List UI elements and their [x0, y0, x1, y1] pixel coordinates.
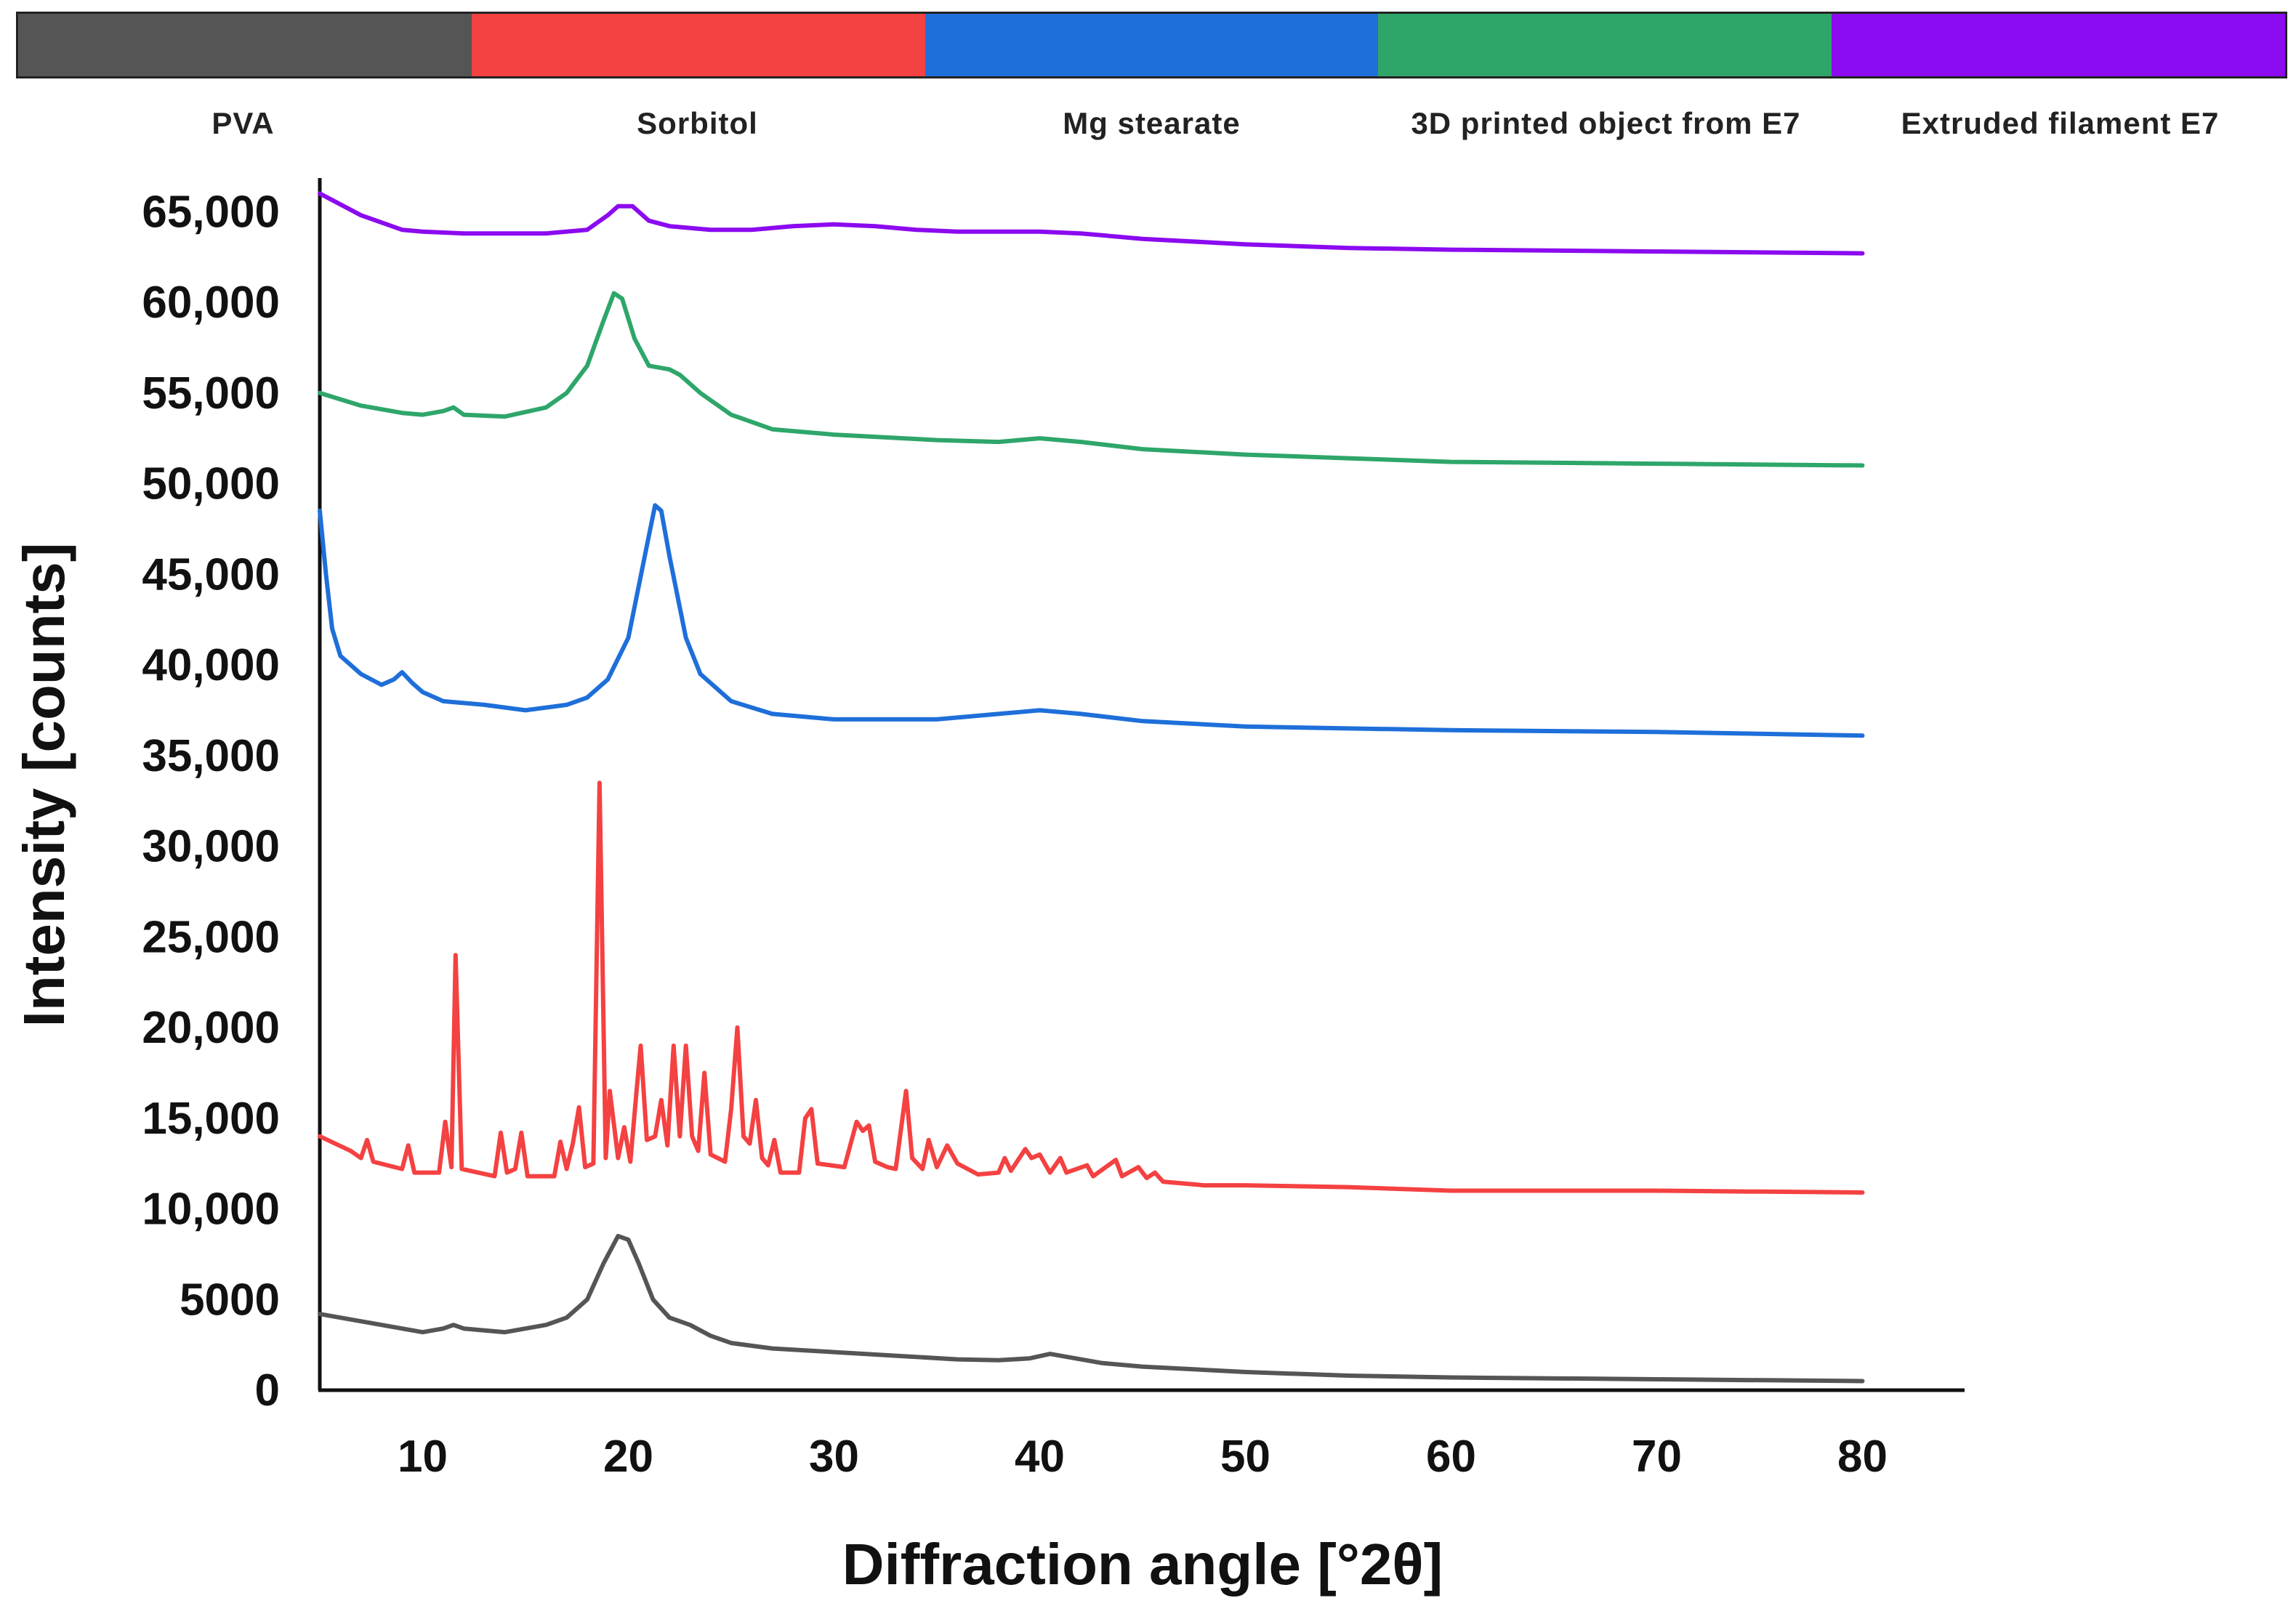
- y-tick-label: 35,000: [142, 731, 280, 781]
- series-line-sorbitol: [318, 780, 1865, 1195]
- x-tick-label: 30: [809, 1432, 859, 1482]
- legend-swatch: [925, 14, 1379, 76]
- y-tick-label: 25,000: [142, 912, 280, 962]
- legend-swatch: [18, 14, 472, 76]
- y-tick-label: 20,000: [142, 1003, 280, 1053]
- x-tick-label: 60: [1426, 1432, 1476, 1482]
- legend-swatch: [471, 14, 925, 76]
- series-line-3d-printed-object-from-e7: [318, 291, 1865, 468]
- y-tick-label: 45,000: [142, 549, 280, 600]
- x-tick-label: 40: [1015, 1432, 1065, 1482]
- x-tick-label: 70: [1632, 1432, 1682, 1482]
- x-axis-title: Diffraction angle [°2θ]: [842, 1532, 1443, 1597]
- series-line-extruded-filament-e7: [318, 191, 1865, 256]
- y-tick-label: 0: [255, 1365, 280, 1416]
- legend-color-bar: [16, 12, 2287, 78]
- x-tick-label: 20: [603, 1432, 653, 1482]
- legend-label: PVA: [212, 106, 275, 140]
- y-tick-label: 50,000: [142, 459, 280, 509]
- legend-swatch: [1378, 14, 1832, 76]
- x-tick-labels: 10 20 30 40 50 60 70 80: [398, 1432, 1888, 1482]
- legend-labels: PVA Sorbitol Mg stearate 3D printed object …: [16, 106, 2287, 141]
- y-axis-title: Intensity [counts]: [12, 543, 76, 1028]
- y-tick-label: 65,000: [142, 187, 280, 237]
- series-line-pva: [318, 1233, 1865, 1384]
- series-line-mg-stearate: [318, 503, 1865, 738]
- y-tick-labels: 0 5000 10,000 15,000 20,000 25,000 30,000 35,00…: [142, 187, 280, 1416]
- legend-label: Extruded filament E7: [1901, 106, 2220, 140]
- y-tick-label: 15,000: [142, 1094, 280, 1144]
- legend-label: Sorbitol: [637, 106, 758, 140]
- series-lines: [318, 191, 1865, 1384]
- axes: [318, 178, 1965, 1392]
- y-tick-label: 5000: [180, 1275, 280, 1325]
- y-tick-label: 10,000: [142, 1185, 280, 1235]
- legend-label: 3D printed object from E7: [1411, 106, 1801, 140]
- x-tick-label: 80: [1837, 1432, 1888, 1482]
- y-tick-label: 55,000: [142, 368, 280, 419]
- x-tick-label: 50: [1220, 1432, 1270, 1482]
- y-tick-label: 40,000: [142, 640, 280, 690]
- legend-swatch: [1832, 14, 2285, 76]
- y-tick-label: 60,000: [142, 278, 280, 328]
- legend-label: Mg stearate: [1063, 106, 1241, 140]
- x-tick-label: 10: [398, 1432, 448, 1482]
- y-tick-label: 30,000: [142, 822, 280, 872]
